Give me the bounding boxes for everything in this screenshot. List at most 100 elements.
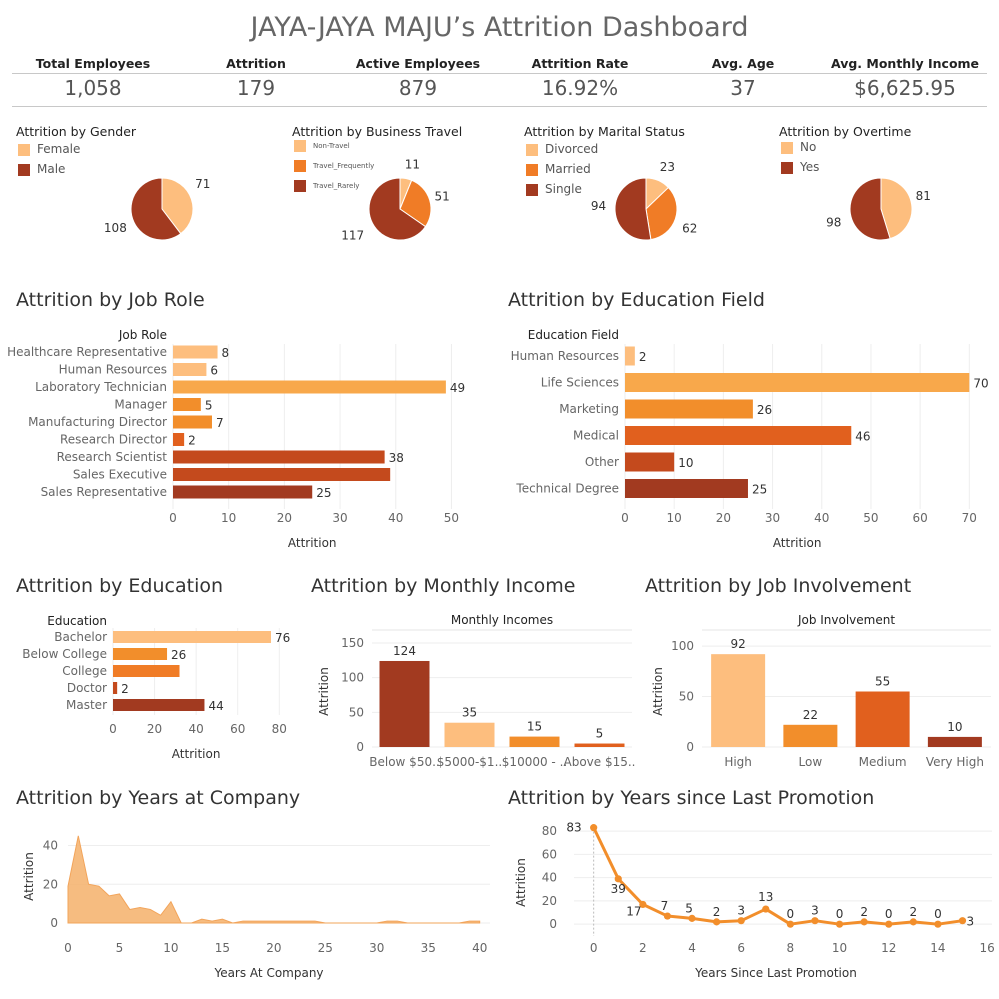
pie-chart-marital: 23 62 94 <box>591 160 697 241</box>
y-tick-label: 50 <box>679 690 694 704</box>
point-value-label: 0 <box>836 907 844 921</box>
legend-item-female[interactable]: Female <box>18 142 80 156</box>
y-axis-title: Attrition <box>22 852 36 901</box>
category-label: High <box>724 755 752 769</box>
bar <box>927 736 982 747</box>
legend-label: Travel_Rarely <box>313 182 360 190</box>
bar <box>509 736 560 747</box>
pie-panel-marital: Attrition by Marital Status Divorced Mar… <box>524 124 754 254</box>
y-axis-title: Attrition <box>651 667 665 716</box>
x-tick-label: 6 <box>737 941 745 955</box>
x-tick-label: 60 <box>230 722 245 736</box>
legend-item-male[interactable]: Male <box>18 162 65 176</box>
y-tick-label: 150 <box>341 636 364 650</box>
legend-swatch <box>781 161 793 174</box>
x-tick-label: 10 <box>832 941 847 955</box>
bar-value-label: 7 <box>216 416 224 430</box>
legend-item-married[interactable]: Married <box>526 162 591 176</box>
x-tick-label: 20 <box>147 722 162 736</box>
axis-header: Education Field <box>528 328 619 342</box>
bar <box>574 743 625 747</box>
category-label: $5000-$1.. <box>437 755 502 769</box>
x-tick-label: 0 <box>64 941 72 955</box>
category-label: Bachelor <box>54 630 107 644</box>
pie-slice-label: 108 <box>104 221 127 235</box>
point-value-label: 17 <box>626 904 641 918</box>
legend-swatch <box>294 160 306 172</box>
line-point <box>713 918 721 926</box>
category-label: Technical Degree <box>515 482 619 496</box>
bar <box>625 373 970 392</box>
category-label: Sales Representative <box>41 485 167 499</box>
section-title-years-since-promotion: Attrition by Years since Last Promotion <box>508 787 875 809</box>
category-label: Above $15.. <box>564 755 636 769</box>
category-label: Laboratory Technician <box>35 380 167 394</box>
bar <box>625 426 852 445</box>
pie-slice-label: 94 <box>591 199 606 213</box>
point-value-label: 3 <box>966 915 974 929</box>
legend-label: Divorced <box>545 142 599 156</box>
y-tick-label: 0 <box>549 917 557 931</box>
y-tick-label: 40 <box>43 839 58 853</box>
category-label: Manufacturing Director <box>28 415 167 429</box>
legend-item-yes[interactable]: Yes <box>781 160 819 174</box>
line-point <box>811 917 819 925</box>
bar-value-label: 25 <box>316 486 331 500</box>
line-point <box>590 824 598 832</box>
y-tick-label: 20 <box>542 894 557 908</box>
legend-swatch <box>18 163 30 176</box>
category-label: $10000 - .. <box>502 755 567 769</box>
legend-label: Married <box>545 162 591 176</box>
x-tick-label: 2 <box>639 941 647 955</box>
x-tick-label: 40 <box>814 511 829 525</box>
y-tick-label: 60 <box>542 847 557 861</box>
bar-value-label: 124 <box>393 644 416 658</box>
category-label: Below $50.. <box>369 755 439 769</box>
pie-slice <box>130 177 182 241</box>
legend-swatch <box>526 143 538 156</box>
pie-title: Attrition by Business Travel <box>292 124 463 139</box>
x-tick-label: 40 <box>388 511 403 525</box>
bar-value-label: 70 <box>973 377 988 391</box>
x-tick-label: 8 <box>787 941 795 955</box>
bar <box>625 399 753 419</box>
pie-slice-label: 71 <box>195 177 210 191</box>
point-value-label: 2 <box>860 905 868 919</box>
y-tick-label: 100 <box>341 671 364 685</box>
bar-value-label: 15 <box>527 720 542 734</box>
x-tick-label: 40 <box>472 941 487 955</box>
kpi-value: 179 <box>236 76 276 100</box>
legend-swatch <box>781 141 793 154</box>
pie-slice-label: 51 <box>435 190 450 204</box>
line-point <box>909 918 917 926</box>
pie-chart-overtime: 81 98 <box>826 177 931 241</box>
category-label: Research Director <box>60 433 167 447</box>
x-tick-label: 20 <box>266 941 281 955</box>
kpi-active-employees: Active Employees 879 <box>337 56 499 100</box>
category-label: Life Sciences <box>541 376 619 390</box>
legend-item-no[interactable]: No <box>781 140 816 154</box>
point-value-label: 13 <box>758 890 773 904</box>
x-tick-label: 14 <box>930 941 945 955</box>
line-point <box>663 912 672 920</box>
kpi-label: Attrition Rate <box>531 56 629 71</box>
category-label: Below College <box>22 647 107 661</box>
legend-item-divorced[interactable]: Divorced <box>526 142 598 156</box>
legend-item-single[interactable]: Single <box>526 182 582 196</box>
kpi-value: 37 <box>730 76 756 100</box>
legend-swatch <box>18 143 30 156</box>
legend-item-travel-rarely[interactable]: Travel_Rarely <box>294 180 359 192</box>
line-point <box>762 905 770 913</box>
y-tick-label: 40 <box>542 871 557 885</box>
legend-item-non-travel[interactable]: Non-Travel <box>294 140 350 152</box>
x-tick-label: 60 <box>912 511 927 525</box>
x-tick-label: 50 <box>444 511 459 525</box>
legend-swatch <box>526 183 538 196</box>
axis-header: Job Role <box>118 328 167 342</box>
legend-item-travel-frequently[interactable]: Travel_Frequently <box>294 160 374 172</box>
chart-attrition-by-monthly-income: Monthly Incomes 0 50 100 150 124 Below $50.. 35… <box>317 613 636 769</box>
legend-swatch <box>526 163 538 176</box>
legend-label: Single <box>545 182 582 196</box>
bar-value-label: 26 <box>171 648 186 662</box>
pie-slice-label: 81 <box>916 189 931 203</box>
